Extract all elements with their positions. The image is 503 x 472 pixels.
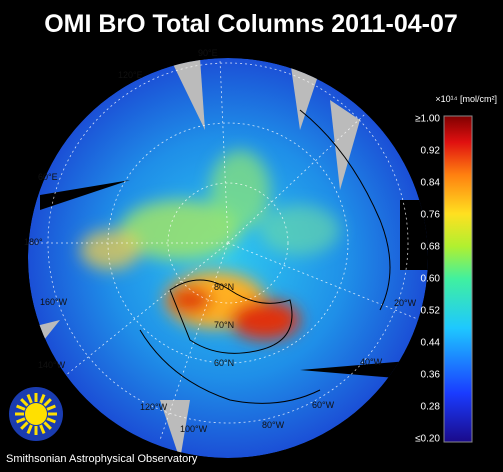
logo-ray <box>20 421 29 430</box>
title: OMI BrO Total Columns 2011-04-07 <box>44 10 458 38</box>
map-label: 120°W <box>140 402 168 412</box>
map-label: 90°E <box>198 48 218 58</box>
footer: Smithsonian Astrophysical Observatory <box>6 453 198 465</box>
map-label: 120°E <box>118 70 143 80</box>
map-label: 180° <box>24 237 43 247</box>
logo-ray <box>39 394 46 404</box>
colorbar-tick-label: 0.28 <box>421 402 441 413</box>
logo-ray <box>16 404 26 411</box>
map-label: 80°N <box>214 282 234 292</box>
colorbar-ticks: ≥1.00 0.92 0.84 0.76 0.68 0.60 0.52 0.44 0.36 0.2… <box>415 114 440 445</box>
logo-ray <box>39 424 46 434</box>
logo-ray <box>16 417 26 424</box>
map-label: 70°N <box>214 320 234 330</box>
colorbar <box>443 115 473 443</box>
colorbar-tick-label: ≥1.00 <box>415 114 440 125</box>
logo-ray <box>43 421 52 430</box>
logo-ray <box>20 398 29 407</box>
map <box>28 58 428 458</box>
colorbar-tick-label: 0.36 <box>421 370 441 381</box>
colorbar-tick-label: 0.84 <box>421 178 441 189</box>
map-label: 80°W <box>262 420 285 430</box>
logo-ray <box>43 398 52 407</box>
map-label: 20°W <box>394 298 417 308</box>
logo-ray <box>26 424 33 434</box>
colorbar-tick-label: 0.68 <box>421 242 441 253</box>
colorbar-tick-label: 0.92 <box>421 146 441 157</box>
colorbar-tick-label: ≤0.20 <box>415 434 440 445</box>
map-label: 100°W <box>180 424 208 434</box>
map-label: 60°N <box>214 358 234 368</box>
colorbar-tick-label: 0.44 <box>421 338 441 349</box>
map-label: 140°W <box>38 360 66 370</box>
colorbar-tick-label: 0.60 <box>421 274 441 285</box>
colorbar-tick-label: 0.76 <box>421 210 441 221</box>
logo <box>9 387 63 441</box>
colorbar-unit: ×10¹⁴ [mol/cm²] <box>435 94 497 104</box>
map-label: 40°W <box>360 357 383 367</box>
map-label: 60°W <box>312 400 335 410</box>
logo-ray <box>46 417 56 424</box>
map-labels: 120°E 90°E 60°E 180° 160°W 140°W 120°W 1… <box>24 48 417 434</box>
colorbar-tick-label: 0.52 <box>421 306 441 317</box>
map-label: 60°E <box>38 172 58 182</box>
map-label: 160°W <box>40 297 68 307</box>
logo-ray <box>26 394 33 404</box>
logo-ray <box>46 404 56 411</box>
